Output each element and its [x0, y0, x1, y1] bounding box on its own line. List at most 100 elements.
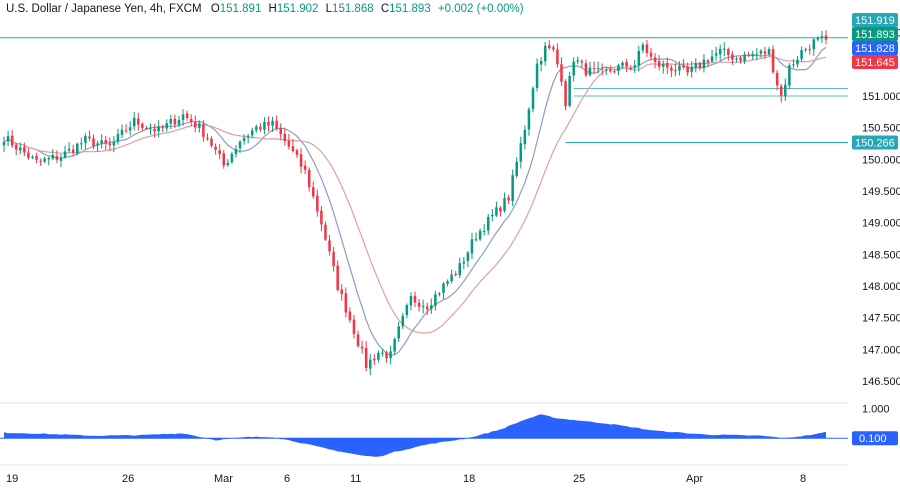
candle-body — [421, 305, 425, 307]
candle-body — [299, 154, 303, 167]
candle — [523, 125, 527, 150]
candle-body — [576, 60, 580, 62]
price-badge-label: 151.828 — [855, 43, 895, 55]
candle — [588, 61, 592, 77]
candle-body — [804, 49, 807, 51]
candle — [320, 206, 323, 232]
candle-body — [116, 134, 120, 142]
candle — [360, 340, 364, 354]
candle-body — [43, 158, 46, 162]
candle-body — [320, 210, 323, 225]
candle-body — [10, 135, 14, 146]
candle — [718, 44, 722, 61]
candle — [393, 337, 396, 355]
candle-body — [718, 48, 722, 55]
candle-body — [531, 88, 535, 110]
candle — [556, 43, 559, 68]
candle-body — [633, 65, 636, 68]
candle — [438, 291, 441, 297]
candle-body — [92, 138, 95, 147]
pane-separators — [0, 402, 848, 466]
candle — [356, 330, 360, 348]
candle — [779, 83, 783, 103]
candle-body — [617, 65, 620, 72]
candle-body — [523, 130, 527, 145]
candle — [458, 257, 462, 279]
candle — [543, 41, 547, 66]
candle-body — [332, 251, 335, 267]
candle — [242, 134, 246, 145]
candle — [275, 115, 278, 131]
candle-body — [336, 265, 339, 290]
candle — [409, 292, 413, 311]
candle-body — [137, 118, 140, 125]
price-badge — [852, 13, 898, 27]
candle-body — [588, 67, 592, 76]
candle — [535, 58, 539, 92]
candle-body — [100, 140, 103, 144]
price-axis[interactable]: 1.000152.000151.000150.500150.000149.500… — [862, 28, 900, 416]
candle — [641, 42, 645, 54]
candle — [666, 57, 669, 75]
candle — [194, 115, 197, 133]
candle — [657, 55, 661, 71]
candle — [312, 181, 315, 199]
candle-body — [316, 195, 319, 212]
candle — [539, 57, 543, 72]
price-tick-label: 150.000 — [862, 154, 900, 166]
candle — [743, 51, 746, 65]
price-badge-label: 151.645 — [855, 57, 895, 69]
candle-body — [743, 54, 746, 62]
price-tick-label: 147.500 — [862, 313, 900, 325]
candle — [454, 271, 457, 277]
candle — [218, 144, 221, 160]
time-tick-label: 8 — [800, 473, 806, 484]
candle-body — [755, 53, 759, 55]
price-tick-label: 150.500 — [862, 123, 900, 135]
candle-body — [263, 121, 266, 130]
candle-body — [670, 67, 673, 71]
candle-body — [771, 49, 775, 73]
candle-body — [31, 156, 34, 158]
candle — [637, 45, 641, 72]
candle-body — [381, 352, 384, 354]
candle — [706, 58, 710, 67]
candle — [291, 139, 295, 153]
candle — [434, 290, 437, 311]
candle — [755, 48, 759, 61]
candle-body — [35, 156, 38, 160]
candle — [527, 107, 531, 136]
open-label: O — [210, 3, 220, 15]
candle-body — [324, 224, 327, 240]
candle-body — [242, 137, 246, 141]
candle — [198, 120, 201, 133]
candle — [629, 65, 632, 71]
candle — [474, 232, 478, 242]
candle — [592, 61, 596, 74]
candle-body — [779, 86, 783, 96]
time-axis[interactable]: 19 26 Mar 6 11 18 25 Apr 8 — [6, 473, 806, 485]
candle-body — [2, 142, 6, 146]
candle-body — [649, 52, 653, 57]
candle — [621, 60, 624, 69]
candle — [600, 63, 604, 76]
candle-body — [246, 135, 250, 138]
candle-body — [430, 305, 433, 310]
candle — [767, 47, 771, 57]
candle-body — [812, 39, 816, 50]
candle-body — [80, 143, 83, 145]
moving-average-20 — [3, 55, 827, 334]
candle — [324, 221, 327, 242]
candle — [808, 44, 811, 55]
candle — [759, 49, 763, 58]
price-badge — [852, 27, 898, 41]
candle — [486, 214, 490, 235]
candle — [88, 130, 91, 142]
candle — [499, 205, 502, 217]
candle — [255, 124, 258, 133]
candle — [625, 58, 628, 72]
candle — [75, 142, 79, 156]
candle — [735, 56, 738, 63]
candle-body — [202, 124, 205, 137]
